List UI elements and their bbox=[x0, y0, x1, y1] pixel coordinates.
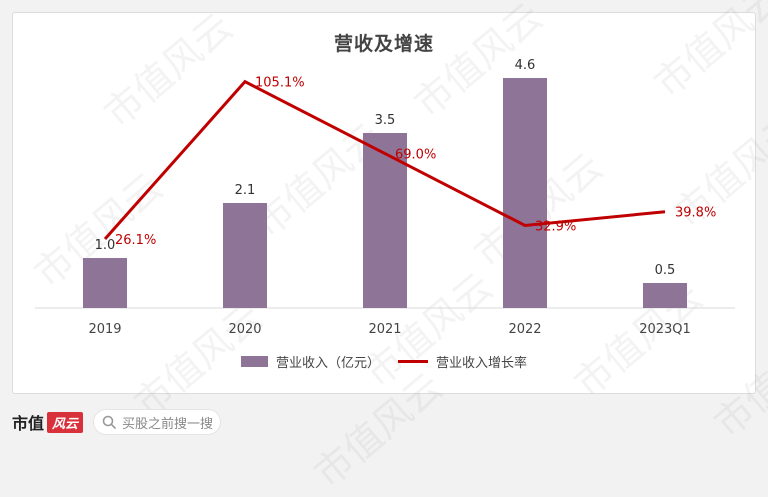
growth-rate-label: 105.1% bbox=[255, 76, 305, 91]
brand-name: 市值 bbox=[12, 414, 45, 433]
growth-rate-label: 39.8% bbox=[675, 206, 716, 221]
growth-rate-label: 32.9% bbox=[535, 219, 576, 234]
brand-logo[interactable]: 市值 风云 bbox=[12, 410, 84, 434]
legend-swatch-revenue bbox=[240, 356, 268, 367]
growth-line bbox=[103, 79, 666, 241]
bar-value-label: 4.6 bbox=[515, 58, 536, 73]
bar-2019 bbox=[83, 258, 127, 308]
bar-2020 bbox=[223, 203, 267, 308]
bar-value-label: 2.1 bbox=[235, 183, 256, 198]
legend-label-revenue: 营业收入（亿元） bbox=[275, 356, 380, 371]
search-placeholder: 买股之前搜一搜 bbox=[122, 416, 214, 432]
growth-rate-label: 26.1% bbox=[115, 233, 156, 248]
bar-value-label: 0.5 bbox=[655, 263, 676, 278]
growth-rate-label: 69.0% bbox=[395, 148, 436, 163]
search-box[interactable]: 买股之前搜一搜 bbox=[93, 409, 222, 435]
x-tick-label: 2022 bbox=[508, 322, 541, 337]
bar-2023Q1 bbox=[643, 283, 687, 308]
legend-item-growth: 营业收入增长率 bbox=[398, 352, 527, 371]
x-tick-label: 2021 bbox=[368, 322, 401, 337]
legend-label-growth: 营业收入增长率 bbox=[436, 356, 528, 371]
chart-legend: 营业收入（亿元） 营业收入增长率 bbox=[0, 352, 768, 371]
brand-badge: 风云 bbox=[47, 411, 84, 433]
chart-plot: 1.0 2019 2.1 2020 3.5 2021 4.6 2022 0.5 2023Q1 26.… bbox=[35, 58, 735, 337]
footer-bar: 市值 风云 买股之前搜一搜 bbox=[0, 398, 768, 446]
bar-2022 bbox=[503, 78, 547, 308]
legend-swatch-growth bbox=[398, 360, 428, 363]
bar-value-label: 1.0 bbox=[95, 238, 116, 253]
x-tick-label: 2020 bbox=[228, 322, 261, 337]
x-tick-label: 2019 bbox=[88, 322, 121, 337]
search-icon bbox=[102, 415, 116, 429]
bar-value-label: 3.5 bbox=[375, 113, 396, 128]
legend-item-revenue: 营业收入（亿元） bbox=[240, 352, 380, 371]
chart-title: 营收及增速 bbox=[333, 33, 434, 55]
x-tick-label: 2023Q1 bbox=[639, 322, 691, 337]
